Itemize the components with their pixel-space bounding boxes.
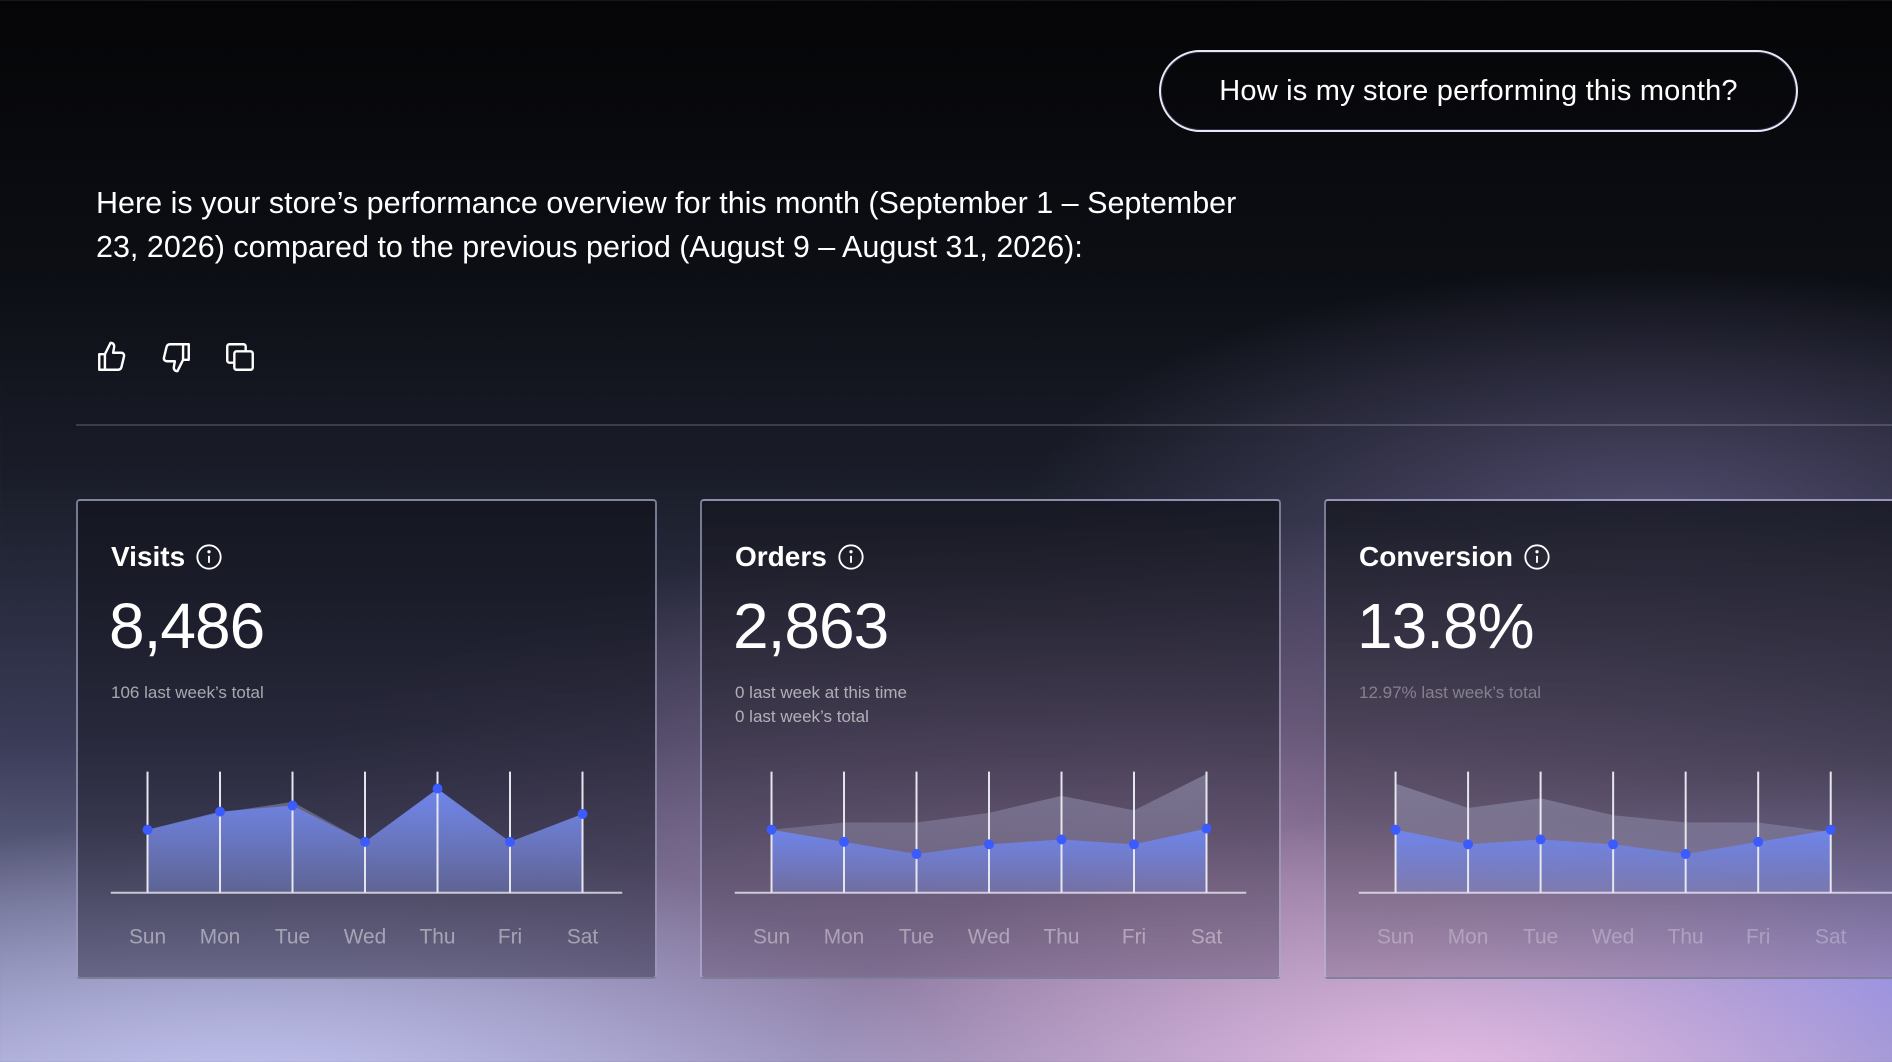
data-point-tue — [1535, 834, 1546, 845]
card-title: Conversion — [1359, 541, 1514, 572]
metric-comparison: 106 last week’s total — [111, 681, 264, 705]
x-tick-label-fri: Fri — [1122, 925, 1146, 948]
data-point-sun — [1390, 824, 1401, 835]
x-tick-label-wed: Wed — [1592, 925, 1635, 948]
thumbs-up-icon — [98, 341, 126, 371]
user-prompt-text: How is my store performing this month? — [1219, 74, 1738, 107]
data-point-wed — [360, 836, 370, 847]
data-point-sun — [142, 824, 153, 835]
data-point-thu — [1680, 849, 1691, 859]
data-point-thu — [1056, 834, 1067, 845]
x-tick-label-mon: Mon — [1448, 925, 1489, 948]
response-line-2: 23, 2026) compared to the previous perio… — [96, 230, 1083, 264]
metric-value: 13.8% — [1357, 590, 1534, 662]
metric-comparison: 12.97% last week’s total — [1359, 681, 1541, 705]
info-icon[interactable] — [1523, 543, 1551, 571]
user-prompt-bubble: How is my store performing this month? — [1159, 50, 1798, 132]
x-tick-label-mon: Mon — [200, 925, 241, 948]
conversion-chart: Sun Mon Tue Wed Thu Fri Sat — [1358, 771, 1892, 948]
x-tick-label-wed: Wed — [968, 925, 1010, 948]
data-point-mon — [839, 836, 849, 847]
data-point-wed — [984, 839, 994, 850]
x-tick-label-mon: Mon — [824, 925, 865, 948]
x-tick-label-tue: Tue — [1523, 925, 1558, 948]
data-point-fri — [1753, 836, 1764, 847]
data-point-sat — [1201, 823, 1212, 834]
data-point-mon — [215, 806, 225, 817]
x-tick-label-sun: Sun — [1377, 925, 1414, 948]
x-tick-label-tue: Tue — [899, 925, 934, 948]
copy-icon — [226, 343, 254, 371]
card-title: Visits — [111, 541, 186, 572]
metric-value: 2,863 — [733, 590, 889, 662]
x-tick-label-tue: Tue — [275, 925, 310, 948]
data-point-sat — [577, 809, 588, 819]
orders-chart: Sun Mon Tue Wed Thu Fri Sat — [734, 771, 1247, 948]
x-tick-label-wed: Wed — [344, 925, 386, 948]
comparison-line-1: 12.97% last week’s total — [1359, 683, 1542, 702]
dislike-button[interactable] — [159, 338, 193, 376]
comparison-line-2: 0 last week’s total — [735, 707, 869, 726]
data-point-thu — [432, 783, 443, 794]
x-tick-label-fri: Fri — [1746, 925, 1770, 948]
like-button[interactable] — [95, 338, 129, 376]
comparison-line-1: 0 last week at this time — [735, 683, 907, 702]
data-point-sun — [766, 824, 777, 835]
divider — [76, 424, 1892, 426]
conversion-card: Conversion 13.8% 12.97% last week’s tota… — [1324, 499, 1892, 979]
data-point-tue — [287, 800, 298, 811]
x-tick-label-fri: Fri — [498, 925, 522, 948]
x-tick-label-thu: Thu — [420, 925, 456, 948]
metric-comparison: 0 last week at this time 0 last week’s t… — [735, 681, 907, 729]
data-point-fri — [505, 836, 515, 847]
x-tick-label-sat: Sat — [1191, 925, 1222, 948]
response-line-1: Here is your store’s performance overvie… — [96, 186, 1237, 220]
x-tick-label-thu: Thu — [1044, 925, 1080, 948]
metric-value: 8,486 — [109, 590, 265, 662]
info-icon[interactable] — [837, 543, 865, 571]
x-tick-label-sun: Sun — [129, 925, 166, 948]
info-icon[interactable] — [195, 543, 223, 571]
x-tick-label-thu: Thu — [1668, 925, 1704, 948]
response-actions — [95, 338, 257, 376]
visits-card: Visits 8,486 106 last week’s total Sun Mo… — [76, 499, 657, 979]
data-point-wed — [1608, 839, 1619, 850]
assistant-response: Here is your store’s performance overvie… — [96, 181, 1346, 269]
data-point-sat — [1825, 824, 1836, 835]
x-tick-label-sun: Sun — [753, 925, 790, 948]
data-point-mon — [1463, 839, 1474, 850]
current-area — [147, 788, 583, 893]
x-tick-label-sat: Sat — [1815, 925, 1847, 948]
orders-card: Orders 2,863 0 last week at this time 0 … — [700, 499, 1281, 979]
thumbs-down-icon — [162, 343, 190, 373]
data-point-fri — [1129, 839, 1139, 850]
copy-button[interactable] — [223, 338, 257, 376]
comparison-line-1: 106 last week’s total — [111, 683, 264, 702]
card-title: Orders — [735, 541, 827, 572]
visits-chart: Sun Mon Tue Wed Thu Fri Sat — [110, 771, 623, 948]
data-point-tue — [911, 849, 922, 859]
x-tick-label-sat: Sat — [567, 925, 598, 948]
